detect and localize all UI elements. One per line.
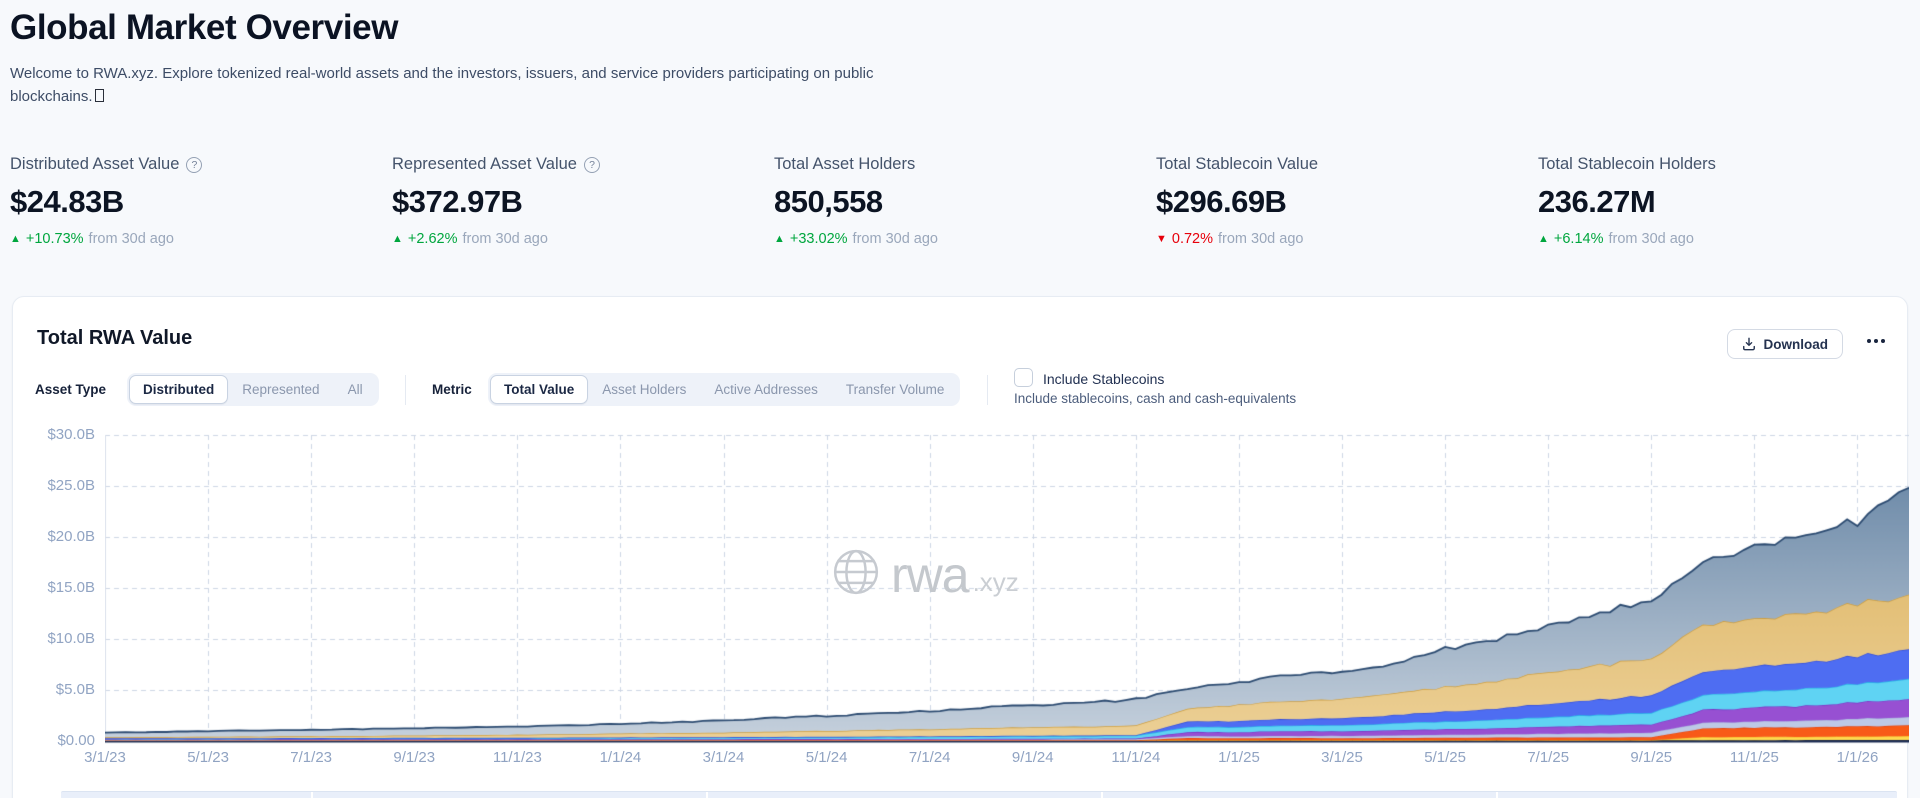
delta-percent: +10.73%	[25, 231, 84, 247]
metric-option-asset-holders[interactable]: Asset Holders	[602, 382, 687, 397]
asset-type-segmented-control: Distributed Represented All	[127, 373, 379, 406]
stat-delta: ▲ +10.73% from 30d ago	[10, 231, 392, 247]
chart-title: Total RWA Value	[37, 327, 193, 349]
x-axis-tick: 9/1/23	[393, 749, 436, 766]
stat-delta: ▼ 0.72% from 30d ago	[1156, 231, 1538, 247]
x-axis-tick: 9/1/25	[1630, 749, 1673, 766]
x-axis-tick: 1/1/26	[1836, 749, 1879, 766]
x-axis-tick: 11/1/23	[492, 749, 542, 766]
x-axis-tick: 5/1/23	[187, 749, 229, 766]
help-icon[interactable]: ?	[186, 156, 203, 173]
delta-percent: +33.02%	[789, 231, 848, 247]
y-axis-tick: $0.00	[57, 732, 95, 749]
page-subtitle: Welcome to RWA.xyz. Explore tokenized re…	[10, 62, 878, 108]
page-title: Global Market Overview	[10, 8, 399, 47]
stat-card: Total Asset Holders 850,558 ▲ +33.02% from 3…	[774, 155, 1156, 247]
stat-delta: ▲ +2.62% from 30d ago	[392, 231, 774, 247]
stat-label: Distributed Asset Value	[10, 155, 180, 173]
include-stablecoins-checkbox[interactable]	[1014, 368, 1033, 387]
x-axis-tick: 7/1/25	[1527, 749, 1570, 766]
ellipsis-icon	[1867, 339, 1871, 343]
metric-option-transfer-volume[interactable]: Transfer Volume	[845, 382, 945, 397]
include-stablecoins-label[interactable]: Include Stablecoins	[1043, 371, 1165, 387]
delta-percent: +2.62%	[407, 231, 458, 247]
delta-since: from 30d ago	[1608, 231, 1694, 247]
stat-value: 850,558	[774, 184, 883, 219]
x-axis-tick: 3/1/24	[702, 749, 745, 766]
delta-since: from 30d ago	[88, 231, 174, 247]
delta-up-icon: ▲	[774, 233, 785, 245]
x-axis-tick: 1/1/25	[1218, 749, 1260, 766]
delta-since: from 30d ago	[1218, 231, 1304, 247]
stat-delta: ▲ +6.14% from 30d ago	[1538, 231, 1920, 247]
help-icon[interactable]: ?	[583, 156, 600, 173]
x-axis-tick: 3/1/23	[84, 749, 126, 766]
stat-label: Total Stablecoin Holders	[1538, 155, 1716, 173]
stat-card: Distributed Asset Value? $24.83B ▲ +10.73% f…	[10, 155, 392, 247]
metric-option-total-value[interactable]: Total Value	[490, 375, 589, 404]
asset-type-option-all[interactable]: All	[347, 382, 363, 397]
download-button[interactable]: Download	[1726, 329, 1843, 359]
download-icon	[1742, 337, 1756, 351]
x-axis-tick: 7/1/23	[290, 749, 333, 766]
missing-glyph-box	[94, 89, 104, 102]
x-axis-tick: 7/1/24	[908, 749, 951, 766]
stat-card: Total Stablecoin Holders 236.27M ▲ +6.14% fr…	[1538, 155, 1920, 247]
x-axis-tick: 5/1/24	[805, 749, 848, 766]
y-axis-tick: $10.0B	[47, 630, 95, 647]
x-axis-tick: 1/1/24	[599, 749, 642, 766]
stat-label: Total Stablecoin Value	[1156, 155, 1319, 173]
delta-since: from 30d ago	[462, 231, 548, 247]
download-button-label: Download	[1763, 336, 1829, 352]
x-axis-tick: 5/1/25	[1424, 749, 1466, 766]
stat-value: $296.69B	[1156, 184, 1287, 219]
stat-label: Total Asset Holders	[774, 155, 916, 173]
delta-up-icon: ▲	[392, 233, 403, 245]
more-options-button[interactable]	[1863, 335, 1889, 347]
stat-delta: ▲ +33.02% from 30d ago	[774, 231, 1156, 247]
delta-percent: +6.14%	[1553, 231, 1604, 247]
include-stablecoins-description: Include stablecoins, cash and cash-equiv…	[1014, 391, 1297, 406]
filter-divider	[405, 375, 406, 405]
chart-brush-strip[interactable]	[61, 791, 1897, 798]
x-axis-tick: 11/1/25	[1729, 749, 1779, 766]
stat-card: Total Stablecoin Value $296.69B ▼ 0.72% from…	[1156, 155, 1538, 247]
asset-type-option-represented[interactable]: Represented	[242, 382, 320, 397]
page-subtitle-text: Welcome to RWA.xyz. Explore tokenized re…	[10, 65, 874, 105]
metric-option-active-addresses[interactable]: Active Addresses	[714, 382, 818, 397]
y-axis-tick: $5.0B	[55, 681, 95, 698]
y-axis-tick: $30.0B	[47, 426, 95, 443]
metric-segmented-control: Total Value Asset Holders Active Addresses…	[488, 373, 961, 406]
x-axis-tick: 9/1/24	[1011, 749, 1054, 766]
filter-divider	[987, 375, 988, 405]
stat-card: Represented Asset Value? $372.97B ▲ +2.62% f…	[392, 155, 774, 247]
stat-label: Represented Asset Value	[392, 155, 577, 173]
x-axis-tick: 11/1/24	[1111, 749, 1161, 766]
asset-type-label: Asset Type	[35, 382, 107, 397]
total-rwa-value-chart[interactable]	[105, 421, 1909, 751]
y-axis-tick: $20.0B	[47, 528, 95, 545]
stat-value: $372.97B	[392, 184, 523, 219]
delta-down-icon: ▼	[1156, 233, 1167, 245]
delta-since: from 30d ago	[852, 231, 938, 247]
stat-value: 236.27M	[1538, 184, 1656, 219]
asset-type-option-distributed[interactable]: Distributed	[129, 375, 229, 404]
total-rwa-value-card: Total RWA Value Download Asset Type Dist…	[12, 296, 1909, 798]
metric-label: Metric	[432, 382, 472, 397]
stat-value: $24.83B	[10, 184, 124, 219]
y-axis-tick: $25.0B	[47, 477, 95, 494]
stats-row: Distributed Asset Value? $24.83B ▲ +10.73% f…	[10, 155, 1920, 247]
delta-percent: 0.72%	[1171, 231, 1214, 247]
y-axis-tick: $15.0B	[47, 579, 95, 596]
delta-up-icon: ▲	[1538, 233, 1549, 245]
x-axis-tick: 3/1/25	[1321, 749, 1363, 766]
delta-up-icon: ▲	[10, 233, 21, 245]
